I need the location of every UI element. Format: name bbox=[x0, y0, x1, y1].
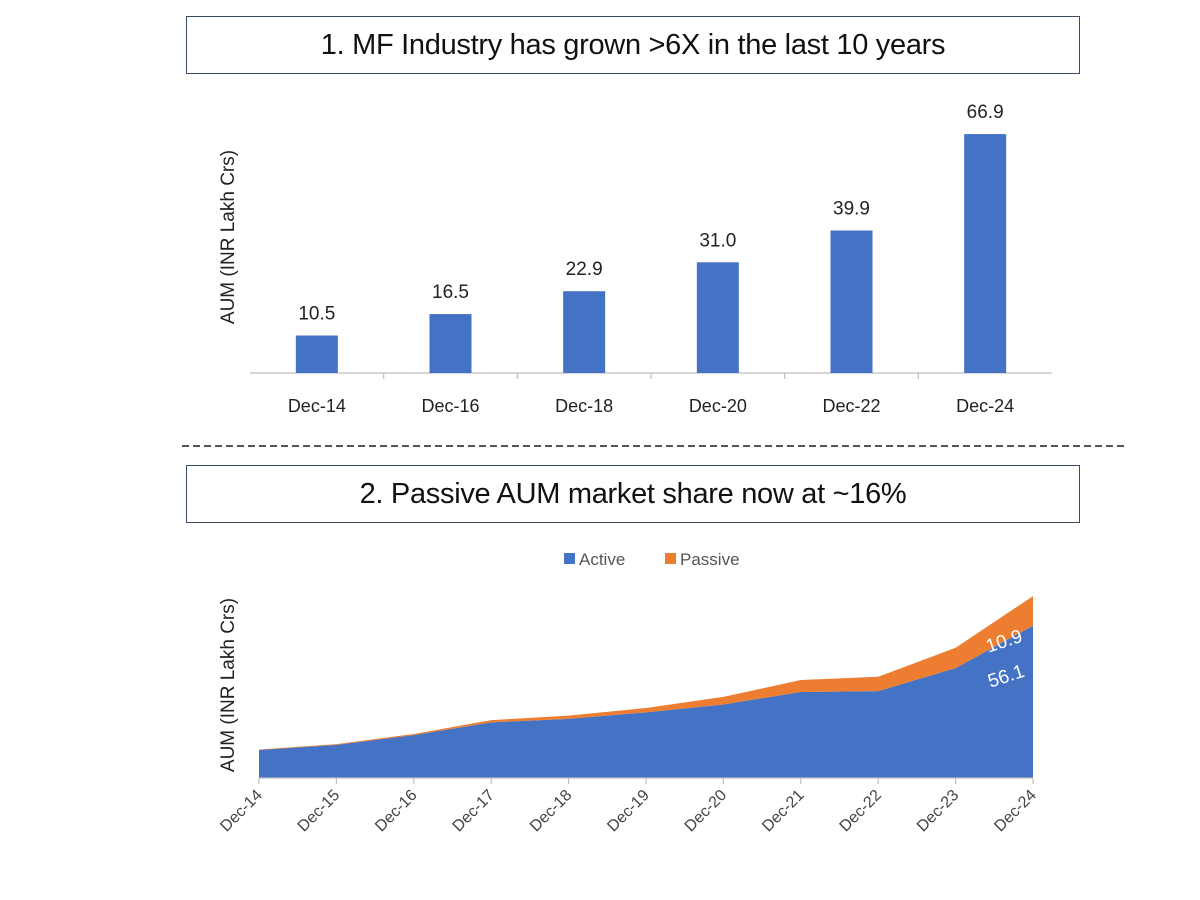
chart1-title: 1. MF Industry has grown >6X in the last… bbox=[186, 16, 1080, 74]
x-tick-label: Dec-20 bbox=[682, 787, 731, 836]
chart2-y-axis-title: AUM (INR Lakh Crs) bbox=[218, 598, 239, 772]
x-tick-label: Dec-14 bbox=[288, 396, 346, 416]
x-tick-label: Dec-22 bbox=[837, 787, 886, 836]
chart2-legend: Active Passive bbox=[564, 550, 740, 569]
bar-Dec-16 bbox=[429, 314, 472, 373]
bar-value-label: 31.0 bbox=[699, 230, 736, 251]
area-chart: Active Passive AUM (INR Lakh Crs) Dec-14 D… bbox=[217, 550, 1040, 835]
bar-value-label: 22.9 bbox=[566, 259, 603, 280]
x-tick-label: Dec-21 bbox=[759, 787, 808, 836]
legend-label: Active bbox=[579, 550, 625, 569]
x-tick-label: Dec-14 bbox=[217, 787, 266, 836]
legend-swatch bbox=[564, 553, 575, 564]
bar-value-label: 16.5 bbox=[432, 282, 469, 303]
x-tick-label: Dec-16 bbox=[421, 396, 479, 416]
x-tick-label: Dec-22 bbox=[822, 396, 880, 416]
x-tick-label: Dec-15 bbox=[295, 787, 344, 836]
bar-chart: AUM (INR Lakh Crs) 10.5 16.5 22.9 31.0 39.9 6… bbox=[218, 102, 1052, 416]
x-tick-label: Dec-18 bbox=[527, 787, 576, 836]
bar-value-label: 39.9 bbox=[833, 199, 870, 220]
x-tick-label: Dec-19 bbox=[604, 787, 653, 836]
x-tick-label: Dec-17 bbox=[450, 787, 499, 836]
bar-Dec-18 bbox=[563, 291, 606, 373]
legend-label: Passive bbox=[680, 550, 740, 569]
chart2-title: 2. Passive AUM market share now at ~16% bbox=[186, 465, 1080, 523]
bar-Dec-22 bbox=[830, 230, 873, 373]
bar-Dec-14 bbox=[295, 335, 338, 373]
x-tick-label: Dec-24 bbox=[991, 787, 1040, 836]
x-tick-label: Dec-24 bbox=[956, 396, 1014, 416]
bar-Dec-20 bbox=[696, 262, 739, 373]
x-tick-label: Dec-18 bbox=[555, 396, 613, 416]
legend-swatch bbox=[665, 553, 676, 564]
x-tick-label: Dec-20 bbox=[689, 396, 747, 416]
bar-Dec-24 bbox=[964, 134, 1007, 373]
x-tick-label: Dec-23 bbox=[914, 787, 963, 836]
bar-value-label: 66.9 bbox=[967, 102, 1004, 123]
chart1-y-axis-title: AUM (INR Lakh Crs) bbox=[218, 150, 239, 324]
x-tick-label: Dec-16 bbox=[372, 787, 421, 836]
area-active bbox=[259, 625, 1033, 778]
bar-value-label: 10.5 bbox=[298, 304, 335, 325]
